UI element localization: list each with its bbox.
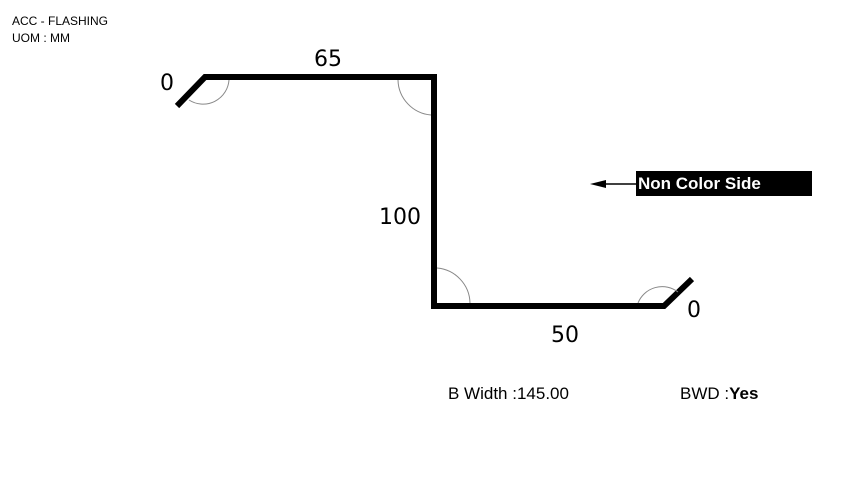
- flashing-profile-line: [174, 74, 695, 309]
- angle-arc-bottom-right: [637, 286, 679, 304]
- dimension-bottom: 50: [551, 323, 579, 348]
- angle-arc-top-left: [188, 79, 230, 105]
- non-color-side-label: Non Color Side: [636, 171, 812, 196]
- dimension-top: 65: [314, 47, 342, 72]
- bwd-info: BWD :Yes: [680, 384, 758, 404]
- bwd-label: BWD :: [680, 384, 730, 403]
- dimension-right-hem: 0: [687, 298, 701, 323]
- bwidth-label: B Width :: [448, 384, 517, 403]
- drawing-header: ACC - FLASHING UOM : MM: [12, 13, 108, 47]
- angle-arc-top-right: [397, 79, 432, 116]
- dimension-left-hem: 0: [160, 71, 174, 96]
- angle-arc-bottom-left: [436, 267, 471, 304]
- dimension-vertical: 100: [379, 205, 421, 230]
- bwidth-value: 145.00: [516, 384, 569, 403]
- unit-of-measure: UOM : MM: [12, 31, 70, 45]
- side-arrow-head: [590, 180, 606, 188]
- profile-name: ACC - FLASHING: [12, 14, 109, 28]
- bwd-value: Yes: [729, 384, 759, 403]
- bwidth-info: B Width :145.00: [448, 384, 569, 404]
